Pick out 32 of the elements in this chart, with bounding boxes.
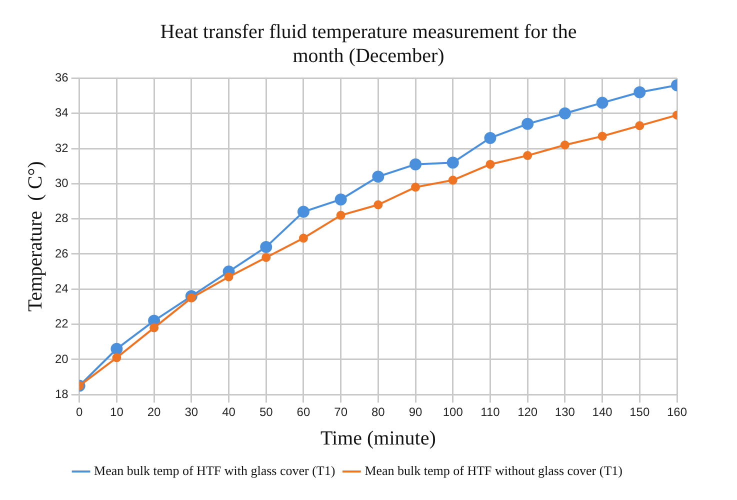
- x-tick-label: 80: [371, 405, 386, 420]
- y-tick-label: 20: [54, 352, 69, 366]
- x-tick-label: 120: [518, 405, 538, 420]
- x-tick-label: 110: [480, 405, 500, 420]
- x-tick-label: 70: [334, 405, 348, 420]
- y-tick-label: 24: [54, 281, 69, 296]
- x-tick-label: 60: [296, 405, 310, 420]
- y-tick-label: 32: [54, 140, 69, 155]
- legend-label: Mean bulk temp of HTF without glass cover (T1): [364, 462, 622, 478]
- x-tick-label: 160: [666, 405, 688, 420]
- y-tick-label: 18: [54, 386, 69, 401]
- x-tick-label: 150: [630, 405, 650, 420]
- x-tick-label: 50: [259, 405, 274, 420]
- x-tick-label: 130: [554, 405, 576, 420]
- x-tick-label: 100: [442, 405, 464, 420]
- x-tick-label: 90: [408, 405, 423, 420]
- x-tick-label: 140: [592, 405, 613, 420]
- x-tick-label: 0: [76, 405, 84, 420]
- y-tick-label: 36: [54, 70, 69, 85]
- chart-title: Heat transfer fluid temperature measurement for the month (December): [159, 20, 578, 68]
- x-axis-title: Time (minute): [320, 427, 436, 450]
- y-tick-label: 34: [54, 106, 69, 120]
- y-tick-label: 26: [54, 246, 69, 260]
- x-tick-label: 30: [184, 405, 198, 420]
- x-tick-label: 20: [147, 405, 162, 420]
- y-tick-label: 28: [54, 211, 69, 226]
- x-tick-label: 10: [110, 405, 124, 420]
- x-tick-label: 40: [222, 405, 236, 420]
- y-tick-label: 22: [54, 316, 69, 331]
- y-axis-title: Temperature ( C°): [24, 161, 46, 312]
- legend-label: Mean bulk temp of HTF with glass cover (T1): [94, 462, 336, 478]
- y-tick-label: 30: [54, 176, 69, 190]
